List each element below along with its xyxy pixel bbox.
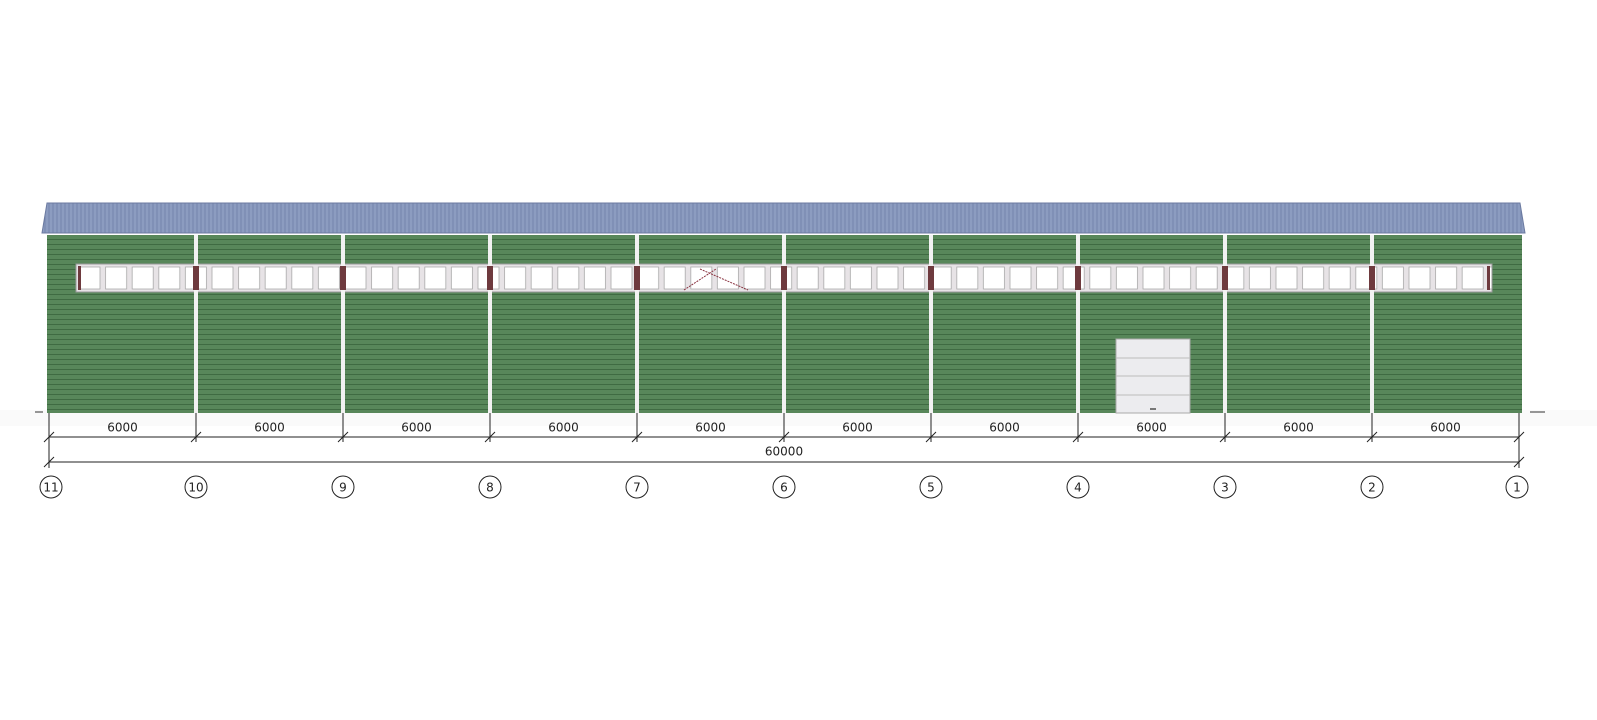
window-post	[193, 266, 199, 290]
window-post	[1075, 266, 1081, 290]
dim-tick	[43, 456, 55, 468]
axis-label: 5	[927, 481, 935, 495]
window-post	[340, 266, 346, 290]
axis-bubble	[1066, 475, 1090, 499]
dim-tick	[778, 431, 790, 443]
column	[194, 235, 198, 413]
window-post	[1222, 266, 1228, 290]
axis-label: 1	[1513, 481, 1521, 495]
total-dimension: 60000	[765, 445, 803, 459]
axis-bubble	[1360, 475, 1384, 499]
axis-label: 2	[1368, 481, 1376, 495]
span-dimension: 6000	[107, 421, 138, 435]
axis-label: 4	[1074, 481, 1082, 495]
dim-tick	[1366, 431, 1378, 443]
axis-bubble	[331, 475, 355, 499]
window-post	[781, 266, 787, 290]
span-dimension: 6000	[842, 421, 873, 435]
axis-bubble	[1505, 475, 1529, 499]
dim-tick	[484, 431, 496, 443]
axis-label: 6	[780, 481, 788, 495]
span-dimension: 6000	[1136, 421, 1167, 435]
window-post	[1487, 266, 1490, 290]
window-post	[1369, 266, 1375, 290]
span-dimension: 6000	[548, 421, 579, 435]
dim-tick	[190, 431, 202, 443]
span-dimension: 6000	[1430, 421, 1461, 435]
window-post	[634, 266, 640, 290]
window-post	[78, 266, 81, 290]
ground-band	[0, 410, 1597, 426]
dim-tick	[43, 431, 55, 443]
dim-tick	[337, 431, 349, 443]
dim-tick	[631, 431, 643, 443]
window-post	[487, 266, 493, 290]
door	[1115, 338, 1191, 414]
dim-tick	[1072, 431, 1084, 443]
axis-bubble	[625, 475, 649, 499]
span-dimension: 6000	[401, 421, 432, 435]
axis-bubble	[184, 475, 208, 499]
brace	[683, 268, 717, 291]
dim-tick	[1513, 456, 1525, 468]
column	[1223, 235, 1227, 413]
column	[1076, 235, 1080, 413]
span-dimension: 6000	[989, 421, 1020, 435]
roof	[41, 202, 1526, 234]
dim-tick	[1219, 431, 1231, 443]
axis-bubble	[772, 475, 796, 499]
column	[488, 235, 492, 413]
span-dimension: 6000	[1283, 421, 1314, 435]
column	[1370, 235, 1374, 413]
axis-label: 10	[188, 481, 203, 495]
column	[341, 235, 345, 413]
span-dimension: 6000	[254, 421, 285, 435]
axis-bubble	[919, 475, 943, 499]
axis-label: 9	[339, 481, 347, 495]
column	[929, 235, 933, 413]
dim-tick	[1513, 431, 1525, 443]
span-dimension: 6000	[695, 421, 726, 435]
axis-bubble	[39, 475, 63, 499]
dim-tick	[925, 431, 937, 443]
axis-label: 7	[633, 481, 641, 495]
axis-label: 11	[43, 481, 58, 495]
axis-label: 3	[1221, 481, 1229, 495]
window-post	[928, 266, 934, 290]
column	[782, 235, 786, 413]
axis-bubble	[1213, 475, 1237, 499]
brace	[699, 268, 749, 291]
column	[635, 235, 639, 413]
axis-label: 8	[486, 481, 494, 495]
axis-bubble	[478, 475, 502, 499]
